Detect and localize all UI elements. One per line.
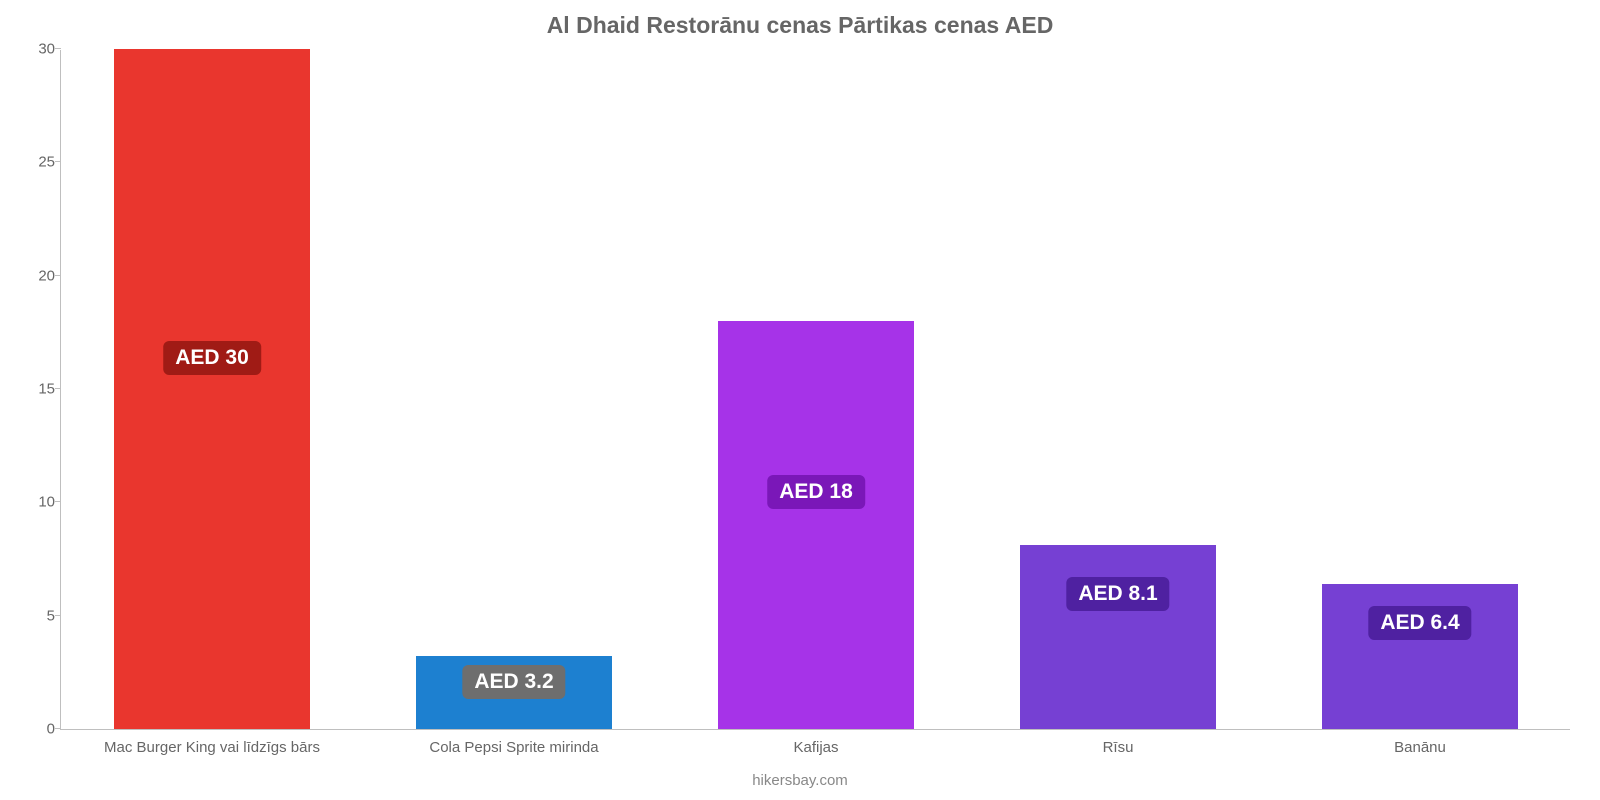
chart-title: Al Dhaid Restorānu cenas Pārtikas cenas … (0, 12, 1600, 39)
plot-area: 051015202530AED 30Mac Burger King vai lī… (60, 50, 1570, 730)
bar (114, 49, 310, 729)
bar-value-label: AED 6.4 (1368, 606, 1471, 640)
y-tick-mark (55, 501, 61, 502)
bar (718, 321, 914, 729)
y-tick-mark (55, 615, 61, 616)
bar-value-label: AED 18 (767, 475, 865, 509)
y-tick-mark (55, 161, 61, 162)
bar-value-label: AED 30 (163, 341, 261, 375)
y-tick-label: 25 (21, 154, 55, 171)
y-tick-label: 0 (21, 721, 55, 738)
y-tick-mark (55, 728, 61, 729)
x-category-label: Banānu (1394, 739, 1446, 756)
chart-container: Al Dhaid Restorānu cenas Pārtikas cenas … (0, 0, 1600, 800)
y-tick-label: 15 (21, 381, 55, 398)
y-tick-mark (55, 48, 61, 49)
x-category-label: Mac Burger King vai līdzīgs bārs (104, 739, 320, 756)
y-tick-label: 5 (21, 607, 55, 624)
x-category-label: Rīsu (1103, 739, 1134, 756)
bar-value-label: AED 8.1 (1066, 577, 1169, 611)
y-tick-label: 20 (21, 267, 55, 284)
y-tick-mark (55, 275, 61, 276)
y-tick-label: 10 (21, 494, 55, 511)
bar (1020, 545, 1216, 729)
y-tick-mark (55, 388, 61, 389)
x-category-label: Kafijas (793, 739, 838, 756)
chart-attribution: hikersbay.com (0, 772, 1600, 789)
x-category-label: Cola Pepsi Sprite mirinda (429, 739, 598, 756)
y-tick-label: 30 (21, 41, 55, 58)
bar-value-label: AED 3.2 (462, 665, 565, 699)
